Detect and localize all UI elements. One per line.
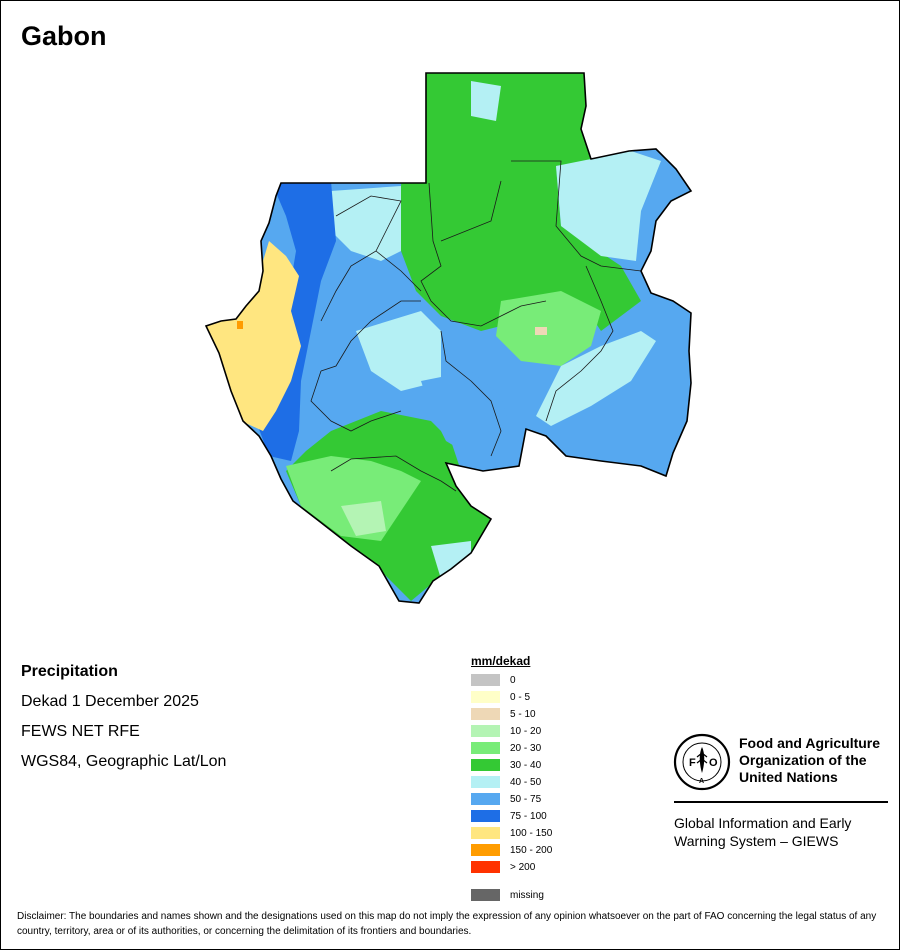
country-border [204,72,693,604]
legend-swatch [471,708,500,720]
legend-swatch [471,759,500,771]
legend-item: 20 - 30 [471,742,541,754]
legend-swatch [471,742,500,754]
zone-40-50-west-center [356,311,441,391]
legend-item: missing [471,889,544,901]
boundary-line [440,180,502,242]
legend-item: 0 [471,674,516,686]
zone-40-50-west-north [331,186,401,261]
svg-text:A: A [699,778,704,785]
period-label: Dekad 1 December 2025 [21,693,199,710]
zone-50-75-south-center [421,371,511,461]
zone-40-50-northeast [556,151,661,261]
legend-swatch [471,827,500,839]
zone-20-30-south [286,456,421,541]
legend-item: 50 - 75 [471,793,541,805]
legend-item: 30 - 40 [471,759,541,771]
legend-label: 150 - 200 [510,844,553,856]
boundary-line [545,265,614,422]
legend-swatch [471,810,500,822]
fao-name: Food and Agriculture Organization of the… [739,735,899,786]
legend-label: 50 - 75 [510,793,542,805]
legend-label: 30 - 40 [510,759,542,771]
legend-swatch [471,776,500,788]
legend-label: 5 - 10 [510,708,536,720]
svg-text:O: O [709,757,718,769]
legend-item: 150 - 200 [471,844,552,856]
legend: mm/dekad 0 0 - 5 5 - 10 10 - 20 20 - 30 … [471,654,552,901]
zone-10-20-south [341,501,386,536]
legend-label: 10 - 20 [510,725,542,737]
projection-label: WGS84, Geographic Lat/Lon [21,753,227,770]
legend-label: > 200 [510,861,536,873]
zone-20-30-center [496,291,601,366]
legend-swatch [471,691,500,703]
legend-item: 0 - 5 [471,691,530,703]
fao-name-line2: Organization of the [739,752,867,768]
zone-150-200-spot [237,321,243,329]
legend-item: > 200 [471,861,535,873]
legend-item: 40 - 50 [471,776,541,788]
legend-label: missing [510,889,544,901]
source-label: FEWS NET RFE [21,723,140,740]
zone-40-50-north-patch [471,81,501,121]
zone-40-50-southeast [536,331,656,426]
giews-name: Global Information and Early Warning Sys… [674,814,894,850]
legend-item: 75 - 100 [471,810,547,822]
boundary-line [320,300,421,372]
province-boundaries [310,160,642,492]
map-title: Gabon [21,21,107,51]
disclaimer: Disclaimer: The boundaries and names sho… [17,911,877,937]
legend-item: 5 - 10 [471,708,536,720]
svg-text:F: F [689,757,696,769]
legend-label: 20 - 30 [510,742,542,754]
giews-line2: Warning System – GIEWS [674,833,839,849]
boundary-line [310,370,402,432]
boundary-line [375,250,422,292]
boundary-line [420,182,547,327]
legend-swatch [471,861,500,873]
legend-label: 40 - 50 [510,776,542,788]
legend-label: 0 - 5 [510,691,531,703]
legend-label: 100 - 150 [510,827,553,839]
boundary-line [330,455,457,492]
boundary-line [511,160,642,272]
giews-line1: Global Information and Early [674,815,852,831]
fao-name-line3: United Nations [739,769,838,785]
divider [674,801,888,803]
zone-5-10-center [535,327,547,335]
variable-label: Precipitation [21,663,118,680]
fao-name-line1: Food and Agriculture [739,735,881,751]
boundary-line [320,195,402,322]
rainfall-zones [206,73,691,603]
legend-label: 75 - 100 [510,810,547,822]
legend-item: 100 - 150 [471,827,552,839]
map-info: Precipitation Dekad 1 December 2025 FEWS… [21,657,226,777]
legend-label: 0 [510,674,516,686]
legend-title: mm/dekad [471,654,531,668]
legend-swatch [471,889,500,901]
boundary-line [440,330,502,457]
fao-logo-icon: F O A [673,733,731,791]
legend-item: 10 - 20 [471,725,541,737]
legend-swatch [471,844,500,856]
legend-swatch [471,793,500,805]
legend-swatch [471,674,500,686]
legend-swatch [471,725,500,737]
